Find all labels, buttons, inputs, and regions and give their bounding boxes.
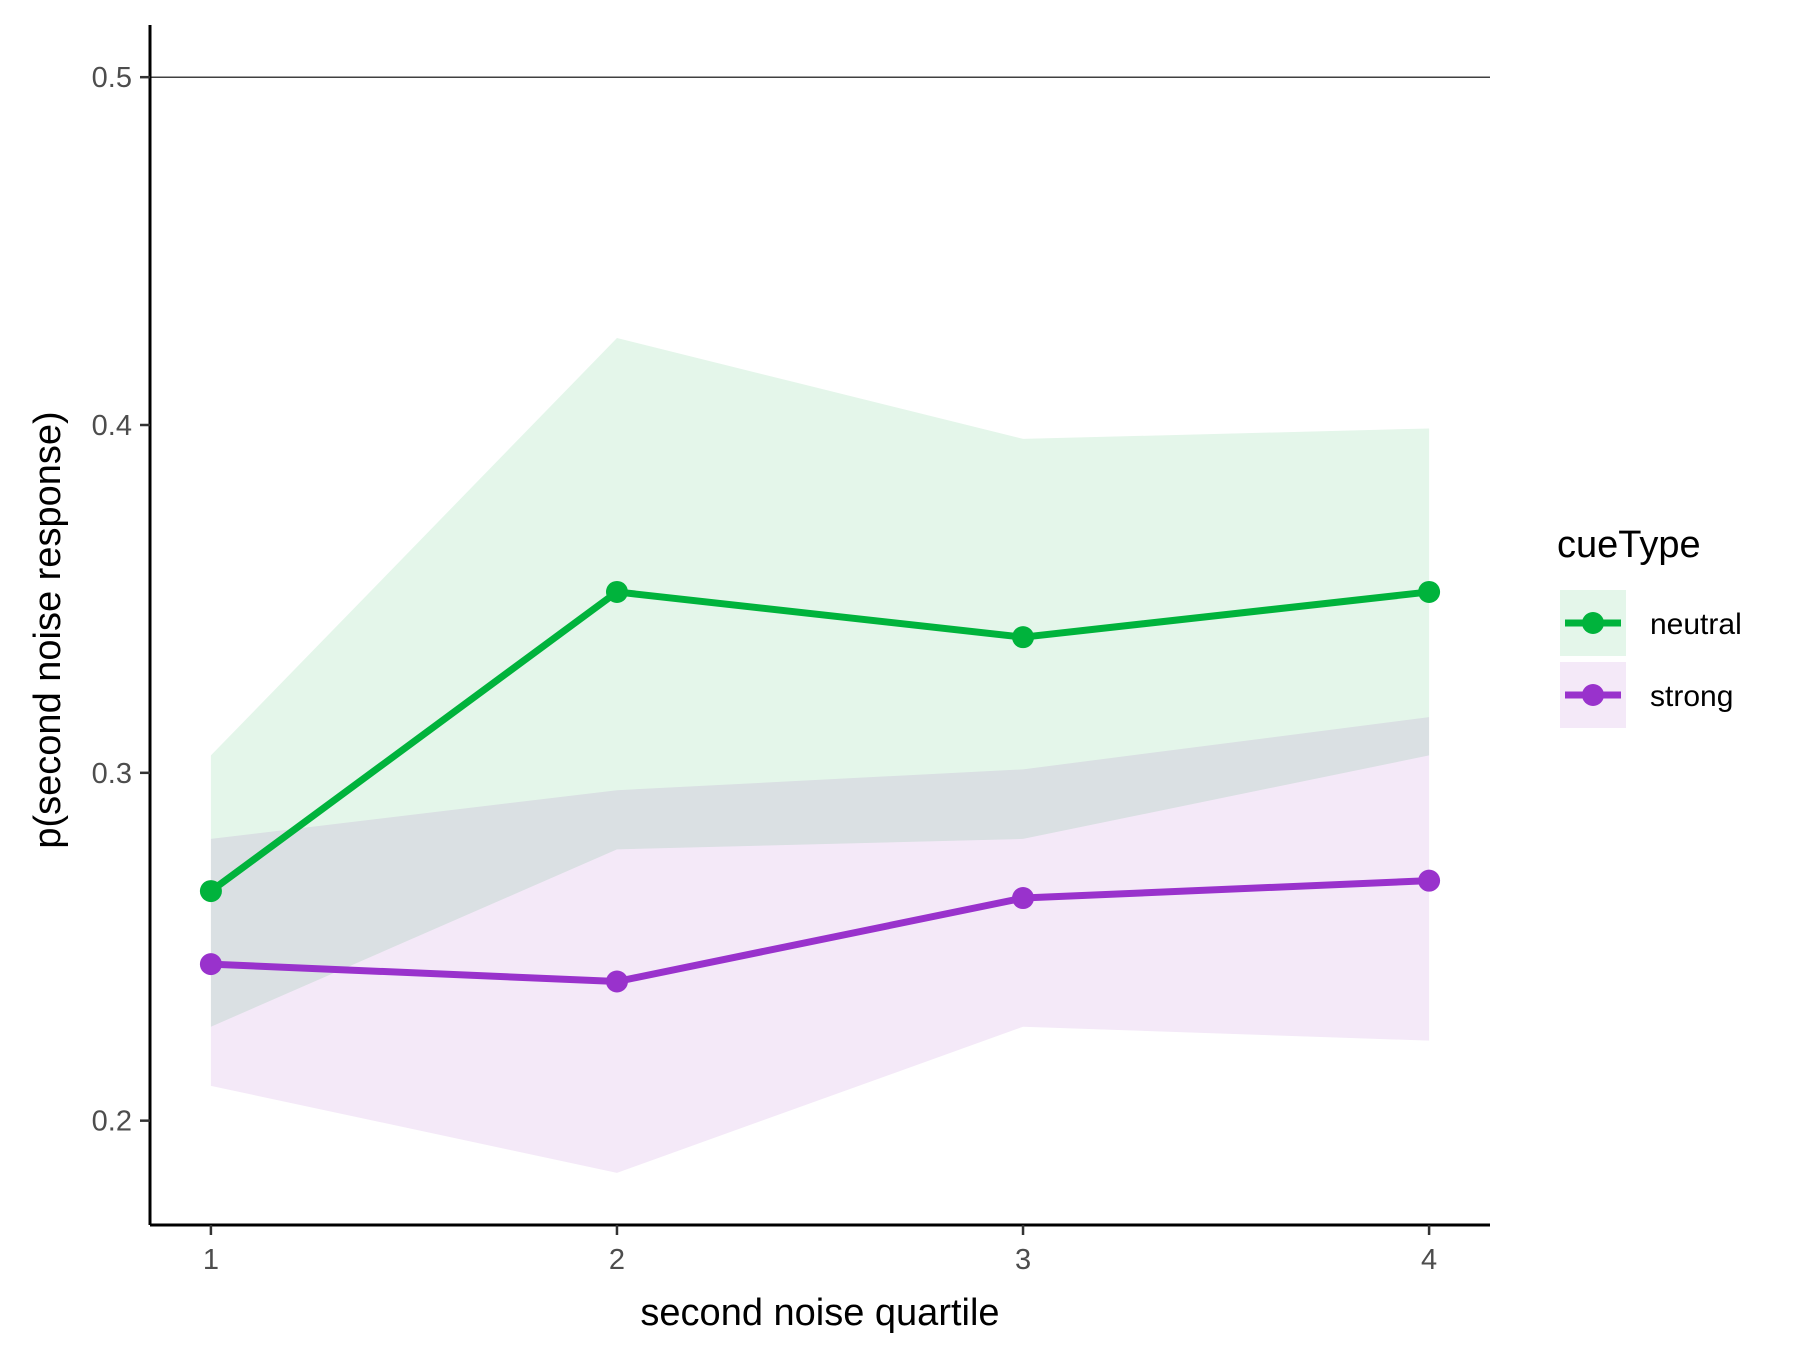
series-lines bbox=[208, 588, 1430, 986]
y-tick-label: 0.5 bbox=[92, 62, 132, 94]
x-tick-label: 3 bbox=[1015, 1244, 1031, 1276]
y-tick-label: 0.3 bbox=[92, 758, 132, 790]
point-strong-4 bbox=[1418, 869, 1441, 892]
legend-key-point-neutral bbox=[1582, 612, 1604, 634]
legend-key-point-strong bbox=[1582, 684, 1604, 706]
x-ticks: 1 2 3 4 bbox=[203, 1225, 1437, 1276]
point-strong-1 bbox=[199, 953, 222, 976]
line-neutral bbox=[208, 588, 1430, 894]
legend: cueType neutral strong bbox=[1557, 524, 1742, 728]
y-tick-label: 0.2 bbox=[92, 1106, 132, 1138]
x-tick-label: 4 bbox=[1421, 1244, 1437, 1276]
point-neutral-1 bbox=[199, 880, 222, 903]
axes bbox=[148, 25, 1490, 1227]
point-strong-2 bbox=[605, 970, 628, 993]
legend-label-strong: strong bbox=[1650, 680, 1733, 713]
y-tick-label: 0.4 bbox=[92, 410, 132, 442]
point-strong-3 bbox=[1012, 887, 1035, 910]
legend-label-neutral: neutral bbox=[1650, 608, 1742, 641]
point-neutral-2 bbox=[605, 580, 628, 603]
line-strong bbox=[210, 877, 1430, 986]
point-neutral-3 bbox=[1012, 626, 1035, 649]
x-axis-title: second noise quartile bbox=[640, 1292, 999, 1334]
y-ticks: 0.2 0.3 0.4 0.5 bbox=[92, 62, 150, 1138]
x-tick-label: 2 bbox=[609, 1244, 625, 1276]
x-tick-label: 1 bbox=[203, 1244, 219, 1276]
ribbon-strong bbox=[210, 717, 1430, 1173]
series-points bbox=[199, 580, 1441, 993]
legend-title: cueType bbox=[1557, 524, 1701, 566]
y-axis-title: p(second noise response) bbox=[27, 411, 69, 848]
confidence-ribbons bbox=[210, 338, 1430, 1173]
point-neutral-4 bbox=[1418, 580, 1441, 603]
